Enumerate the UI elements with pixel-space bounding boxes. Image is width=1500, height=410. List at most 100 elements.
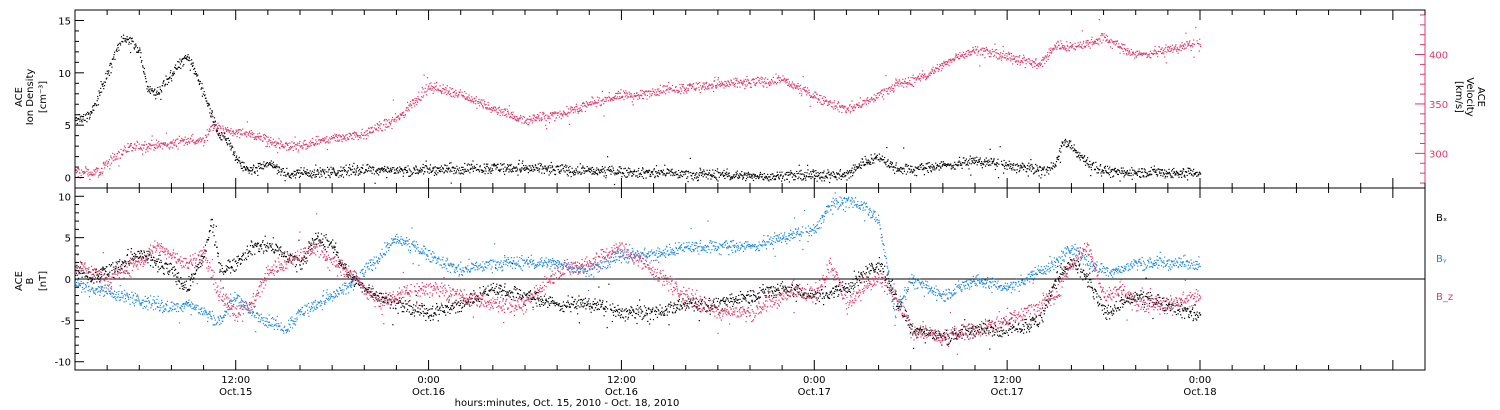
velocity-series-point: [733, 78, 735, 80]
ion-density-series-point: [264, 166, 266, 168]
bottom-left-ylabel-line2: B: [25, 277, 36, 284]
ion-density-series-point: [500, 168, 502, 170]
velocity-series-point: [536, 116, 538, 118]
velocity-series-point: [628, 91, 630, 93]
ion-density-series-point: [1057, 157, 1059, 159]
velocity-series-point: [294, 145, 296, 147]
velocity-series-point: [728, 85, 730, 87]
ion-density-series-point: [287, 172, 289, 174]
velocity-series-point: [513, 117, 516, 119]
ion-density-series-point: [1052, 162, 1054, 164]
velocity-series-point: [130, 143, 132, 145]
velocity-series-point: [585, 105, 587, 107]
ion-density-series-point: [198, 83, 200, 86]
ion-density-series-point: [494, 164, 496, 166]
velocity-series-point: [693, 83, 695, 85]
ion-density-series-point: [330, 173, 332, 175]
velocity-series-point: [1162, 50, 1164, 52]
ion-density-series-point: [178, 66, 181, 68]
velocity-series-point: [1082, 47, 1084, 50]
velocity-series-point: [1168, 50, 1170, 52]
ion-density-series-point: [759, 173, 761, 176]
velocity-series-point: [208, 130, 210, 132]
velocity-series-point: [274, 141, 276, 144]
ion-density-series-point: [470, 167, 472, 169]
velocity-series-point: [462, 95, 464, 97]
velocity-series-point: [570, 110, 572, 112]
ion-density-series-point: [858, 167, 860, 169]
ion-density-series-point: [1024, 166, 1026, 168]
ion-density-series-point: [1041, 174, 1043, 176]
ion-density-series-point: [1091, 163, 1093, 165]
velocity-series-point: [1110, 46, 1112, 48]
velocity-series-point: [383, 120, 385, 122]
ion-density-series-point: [1113, 169, 1115, 171]
ion-density-series-point: [511, 170, 513, 172]
velocity-series-point: [145, 151, 147, 153]
ion-density-series-point: [82, 118, 84, 120]
velocity-series-point: [998, 58, 1000, 60]
ion-density-series-point: [1141, 168, 1143, 170]
velocity-series-point: [1035, 64, 1038, 66]
ion-density-series-point: [610, 170, 613, 172]
ion-density-series-point: [1096, 166, 1098, 168]
velocity-series-point: [742, 83, 744, 85]
ion-density-series-point: [389, 169, 391, 171]
velocity-series-point: [359, 137, 361, 139]
velocity-series-point: [701, 87, 703, 89]
ion-density-series-point: [633, 173, 635, 176]
velocity-series-point: [1050, 47, 1052, 49]
velocity-series-point: [246, 121, 248, 123]
velocity-series-point: [730, 79, 732, 81]
velocity-series-point: [106, 163, 108, 165]
by-series-point: [82, 288, 84, 291]
velocity-series-point: [489, 108, 491, 110]
ion-density-series-point: [827, 169, 829, 171]
ion-density-series-point: [1016, 169, 1018, 171]
ion-density-series-point: [219, 137, 221, 139]
velocity-series-point: [226, 126, 229, 129]
velocity-series-point: [1008, 51, 1010, 53]
ion-density-series-point: [101, 91, 103, 93]
velocity-series-point: [348, 132, 350, 134]
ion-density-series-point: [926, 167, 928, 169]
ion-density-series-point: [83, 119, 85, 121]
velocity-series-point: [668, 91, 670, 93]
ion-density-series-point: [752, 175, 754, 177]
velocity-series-point: [667, 89, 669, 91]
ion-density-series-point: [593, 173, 595, 175]
ion-density-series-point: [222, 135, 224, 137]
ion-density-series-point: [609, 170, 611, 172]
ion-density-series-point: [300, 167, 302, 169]
velocity-series-point: [662, 90, 664, 92]
ion-density-series-point: [1134, 170, 1136, 172]
velocity-series-point: [1089, 42, 1091, 44]
velocity-series-point: [815, 97, 817, 99]
velocity-series-point: [294, 144, 297, 146]
velocity-series-point: [432, 86, 434, 88]
velocity-series-point: [684, 90, 686, 92]
ion-density-series-point: [814, 177, 816, 179]
ion-density-series-point: [177, 61, 179, 63]
velocity-series-point: [335, 135, 337, 137]
velocity-series-point: [533, 115, 535, 117]
ion-density-series-point: [988, 164, 990, 166]
ion-density-series-point: [284, 171, 286, 173]
ion-density-series-point: [1097, 167, 1099, 170]
velocity-series-point: [388, 119, 390, 121]
velocity-series-point: [1155, 51, 1157, 53]
ion-density-series-point: [895, 162, 897, 164]
ion-density-series-point: [1031, 163, 1033, 166]
velocity-series-point: [236, 133, 239, 135]
ion-density-series-point: [238, 156, 240, 159]
ion-density-series-point: [626, 169, 628, 171]
velocity-series-point: [1058, 44, 1060, 46]
velocity-series-point: [1099, 38, 1101, 40]
velocity-series-point: [824, 100, 826, 102]
ion-density-series-point: [638, 167, 640, 170]
ion-density-series-point: [810, 177, 812, 180]
ion-density-series-point: [1032, 173, 1035, 175]
ion-density-series-point: [904, 165, 906, 167]
ion-density-series-point: [1029, 167, 1031, 169]
ion-density-series-point: [645, 177, 647, 179]
